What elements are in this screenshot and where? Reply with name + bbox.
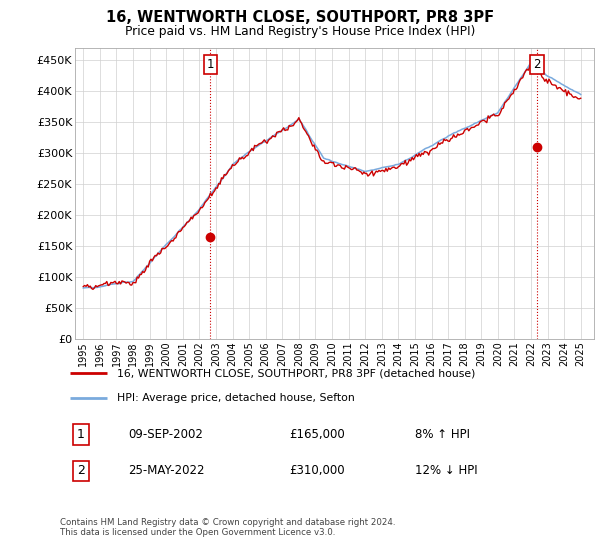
Text: 25-MAY-2022: 25-MAY-2022 xyxy=(128,464,205,478)
Text: 16, WENTWORTH CLOSE, SOUTHPORT, PR8 3PF: 16, WENTWORTH CLOSE, SOUTHPORT, PR8 3PF xyxy=(106,10,494,25)
Text: Contains HM Land Registry data © Crown copyright and database right 2024.
This d: Contains HM Land Registry data © Crown c… xyxy=(60,518,395,538)
Text: 16, WENTWORTH CLOSE, SOUTHPORT, PR8 3PF (detached house): 16, WENTWORTH CLOSE, SOUTHPORT, PR8 3PF … xyxy=(118,368,476,379)
Text: 2: 2 xyxy=(77,464,85,478)
Text: Price paid vs. HM Land Registry's House Price Index (HPI): Price paid vs. HM Land Registry's House … xyxy=(125,25,475,38)
Text: 2: 2 xyxy=(533,58,541,71)
Text: 1: 1 xyxy=(207,58,214,71)
Text: HPI: Average price, detached house, Sefton: HPI: Average price, detached house, Seft… xyxy=(118,393,355,403)
Text: £165,000: £165,000 xyxy=(290,428,346,441)
Text: 1: 1 xyxy=(77,428,85,441)
Text: 8% ↑ HPI: 8% ↑ HPI xyxy=(415,428,470,441)
Text: £310,000: £310,000 xyxy=(290,464,346,478)
Text: 09-SEP-2002: 09-SEP-2002 xyxy=(128,428,203,441)
Text: 12% ↓ HPI: 12% ↓ HPI xyxy=(415,464,478,478)
